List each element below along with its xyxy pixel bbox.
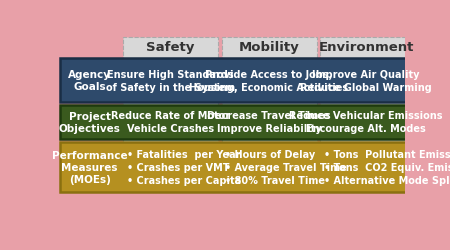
FancyBboxPatch shape <box>60 59 412 102</box>
FancyBboxPatch shape <box>60 106 412 139</box>
Text: Mobility: Mobility <box>238 40 299 54</box>
FancyBboxPatch shape <box>60 142 412 192</box>
Text: • Hours of Delay
• Average Travel Time
• 80% Travel Time: • Hours of Delay • Average Travel Time •… <box>225 149 347 185</box>
Text: Improve Air Quality
Reduce Global Warming: Improve Air Quality Reduce Global Warmin… <box>300 69 432 92</box>
Text: Environment: Environment <box>318 40 414 54</box>
Text: Performance
Measures
(MOEs): Performance Measures (MOEs) <box>52 150 127 184</box>
Text: Project
Objectives: Project Objectives <box>58 111 121 134</box>
Text: Ensure High Standards
of Safety in the System: Ensure High Standards of Safety in the S… <box>106 69 235 92</box>
FancyBboxPatch shape <box>320 38 412 192</box>
Text: Agency
Goals: Agency Goals <box>68 70 111 92</box>
Text: Provide Access to Jobs,
Housing, Economic Activities: Provide Access to Jobs, Housing, Economi… <box>189 69 349 92</box>
FancyBboxPatch shape <box>221 38 316 192</box>
Text: • Tons  Pollutant Emissions
• Tons  CO2 Equiv. Emissions
• Alternative Mode Spli: • Tons Pollutant Emissions • Tons CO2 Eq… <box>324 149 450 185</box>
Text: • Fatalities  per Year
• Crashes per VMT
• Crashes per Capita: • Fatalities per Year • Crashes per VMT … <box>126 149 241 185</box>
Text: Reduce Vehicular Emissions
Encourage Alt. Modes: Reduce Vehicular Emissions Encourage Alt… <box>289 111 443 134</box>
Text: Safety: Safety <box>146 40 195 54</box>
FancyBboxPatch shape <box>123 38 218 192</box>
Text: Decrease Travel Times
Improve Reliability: Decrease Travel Times Improve Reliabilit… <box>207 111 331 134</box>
Text: Reduce Rate of Motor
Vehicle Crashes: Reduce Rate of Motor Vehicle Crashes <box>111 111 230 134</box>
